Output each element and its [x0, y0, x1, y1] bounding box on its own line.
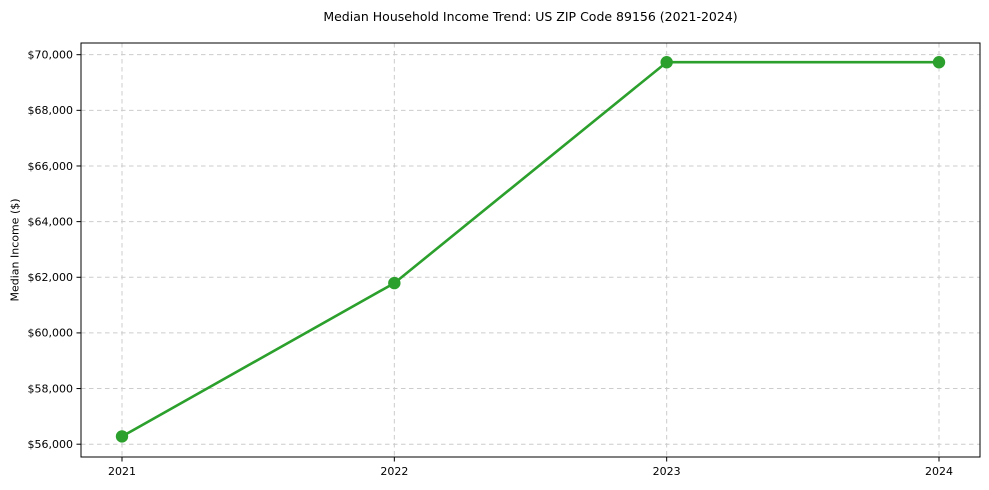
- x-tick-label: 2021: [108, 465, 136, 478]
- x-tick-label: 2023: [653, 465, 681, 478]
- y-tick-label: $58,000: [28, 382, 74, 395]
- y-tick-label: $68,000: [28, 104, 74, 117]
- y-tick-label: $56,000: [28, 438, 74, 451]
- plot-frame: [80, 42, 981, 458]
- x-tick-label: 2022: [380, 465, 408, 478]
- data-point: [932, 55, 946, 69]
- data-point: [115, 430, 129, 443]
- y-tick-label: $66,000: [28, 160, 74, 173]
- chart-title: Median Household Income Trend: US ZIP Co…: [323, 9, 738, 24]
- data-point: [660, 55, 673, 69]
- y-tick-label: $62,000: [28, 271, 74, 284]
- y-tick-label: $64,000: [28, 215, 74, 228]
- x-tick-label: 2024: [925, 465, 953, 478]
- y-axis-label: Median Income ($): [8, 198, 22, 302]
- y-tick-label: $60,000: [28, 327, 74, 340]
- y-tick-label: $70,000: [28, 48, 74, 61]
- series-line: [121, 60, 939, 438]
- data-point: [388, 276, 401, 290]
